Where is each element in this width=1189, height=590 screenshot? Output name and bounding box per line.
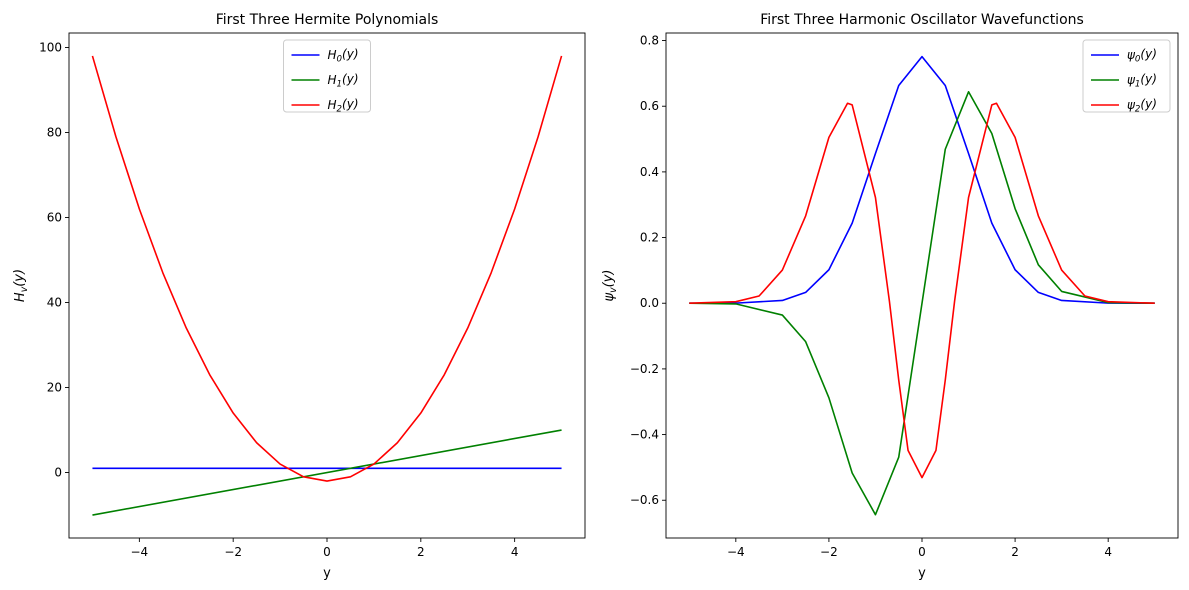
label-symbol: H [13,292,28,302]
label-argument: (y) [342,97,358,111]
y-tick-label: 0.0 [640,296,659,310]
x-tick-label: 2 [1011,545,1019,559]
label-argument: (y) [1140,97,1156,111]
chart-title: First Three Hermite Polynomials [216,12,439,28]
x-tick-label: 4 [1104,545,1112,559]
chart-title: First Three Harmonic Oscillator Wavefunc… [760,12,1084,28]
legend: H0(y)H1(y)H2(y) [284,40,371,115]
x-axis-label: y [323,566,331,581]
y-tick-label: −0.2 [630,362,659,376]
x-tick-label: 4 [511,545,519,559]
label-argument: (y) [12,269,27,287]
y-tick-label: 60 [47,210,62,224]
y-tick-label: 0.4 [640,165,659,179]
chart-panel-2: −4 −2 0 2 4 −0.6 −0.4 −0.2 0.0 0.2 0.4 0.6 0.8 First … [601,12,1178,581]
label-argument: (y) [342,72,358,86]
label-argument: (y) [1140,72,1156,86]
x-tick-label: 0 [323,545,331,559]
y-axis-label: ψv(y) [601,270,619,302]
y-tick-label: 0.8 [640,34,659,48]
y-tick-label: 80 [47,125,62,139]
y-tick-label: 0 [54,466,62,480]
y-axis-label: Hv(y) [12,269,30,302]
y-tick-label: 40 [47,296,62,310]
y-tick-label: 0.6 [640,99,659,113]
label-argument: (y) [601,270,616,288]
label-symbol: H [328,48,337,62]
x-tick-label: 0 [918,545,926,559]
x-tick-label: −4 [727,545,745,559]
x-tick-label: −2 [820,545,838,559]
y-tick-label: 0.2 [640,231,659,245]
series-line-2 [92,430,561,515]
x-tick-label: 2 [417,545,425,559]
x-tick-label: −4 [131,545,149,559]
series-line-3 [92,56,561,481]
y-tick-label: −0.6 [630,493,659,507]
label-argument: (y) [342,47,358,61]
y-tick-label: 100 [39,40,62,54]
y-tick-label: 20 [47,381,62,395]
series-line-2 [689,92,1154,515]
series-line-3 [689,103,1154,477]
label-symbol: H [328,98,337,112]
legend: ψ0(y)ψ1(y)ψ2(y) [1083,40,1170,115]
label-argument: (y) [1140,47,1156,61]
x-tick-label: −2 [224,545,242,559]
x-axis-label: y [918,566,926,581]
y-tick-label: −0.4 [630,428,659,442]
label-symbol: H [328,73,337,87]
